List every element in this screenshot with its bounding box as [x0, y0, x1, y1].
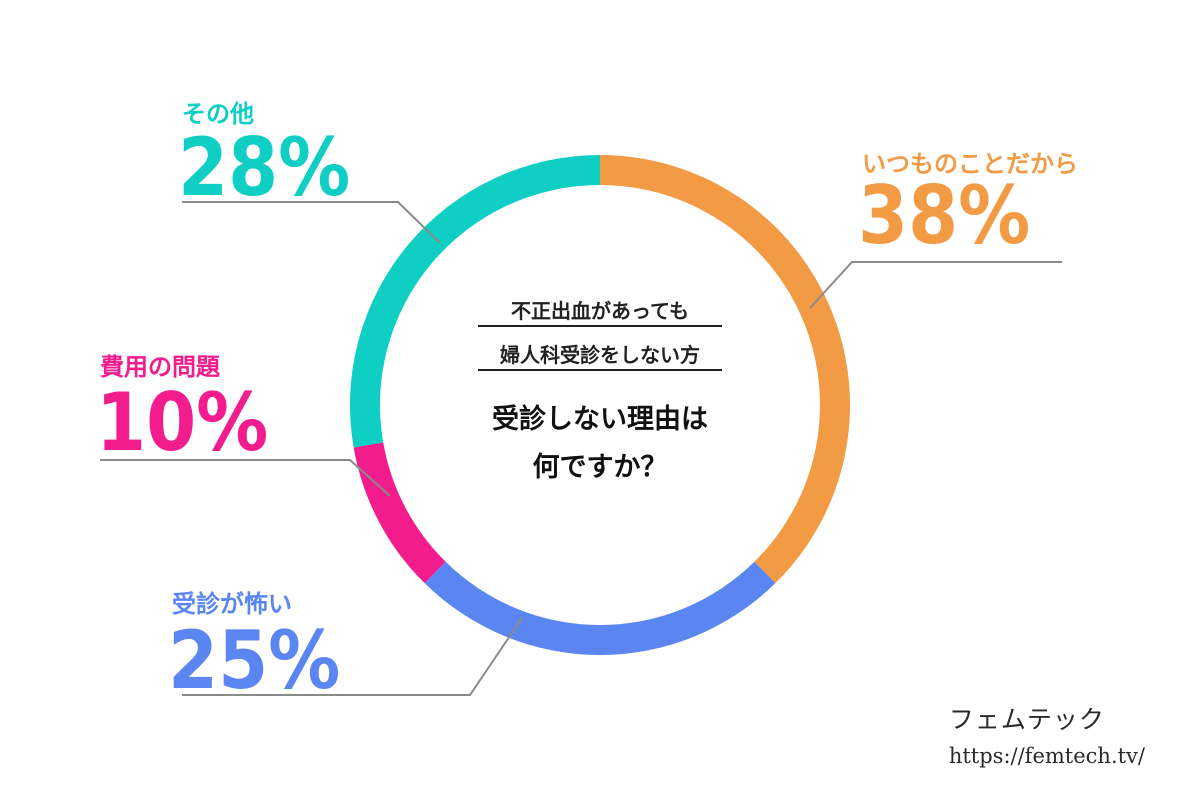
slice-2 [353, 442, 446, 584]
slice-value-1: 25% [168, 614, 340, 707]
chart-subtitle-line-2: 婦人科受診をしない方 [499, 343, 700, 367]
chart-title-line-2: 何ですか？ [533, 452, 668, 483]
slice-value-3: 28% [178, 121, 350, 214]
slice-3 [350, 155, 600, 448]
slice-value-0: 38% [858, 169, 1030, 262]
slice-0 [600, 155, 851, 584]
watermark-logo: フェムテック [948, 705, 1105, 734]
slice-label-3: その他 [182, 100, 254, 128]
leader-line-1 [182, 617, 523, 696]
chart-subtitle-line-1: 不正出血があっても [511, 299, 689, 323]
slice-label-1: 受診が怖い [172, 590, 292, 618]
chart-title-line-1: 受診しない理由は [492, 403, 708, 435]
watermark: フェムテック https://femtech.tv/ [949, 700, 1145, 768]
slice-value-2: 10% [96, 376, 268, 469]
leader-lines [100, 201, 1062, 696]
slice-label-2: 費用の問題 [100, 353, 221, 381]
chart-center-text: 不正出血があっても 婦人科受診をしない方 受診しない理由は 何ですか？ [478, 299, 722, 483]
leader-line-0 [809, 261, 1062, 309]
leader-line-3 [182, 201, 441, 244]
watermark-url: https://femtech.tv/ [948, 744, 1145, 768]
slice-label-0: いつものことだから [862, 150, 1078, 178]
leader-line-2 [100, 459, 391, 497]
slice-1 [424, 561, 776, 655]
